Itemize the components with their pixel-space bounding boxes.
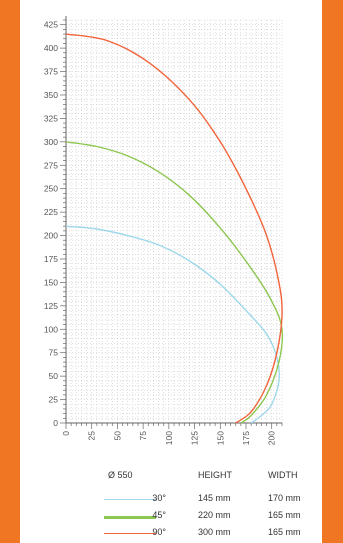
series-curve-1 <box>65 141 284 424</box>
y-tick-label: 175 <box>44 254 58 264</box>
chart-axes: 0255075100125150175200225250275300325350… <box>44 16 283 445</box>
legend-width-45: 165 mm <box>268 510 301 520</box>
series-curve-0 <box>65 225 280 424</box>
y-tick-label: 325 <box>44 113 58 123</box>
y-tick-label: 50 <box>49 371 59 381</box>
y-tick-label: 200 <box>44 231 58 241</box>
y-tick-label: 100 <box>44 324 58 334</box>
legend-header-row: Ø 550 HEIGHT WIDTH <box>104 470 319 487</box>
legend-width-30: 170 mm <box>268 493 301 503</box>
y-tick-label: 425 <box>44 20 58 30</box>
x-tick-label: 100 <box>164 431 174 445</box>
chart-series <box>65 33 284 424</box>
y-tick-label: 125 <box>44 301 58 311</box>
y-tick-label: 25 <box>49 395 59 405</box>
legend-width-90: 165 mm <box>268 527 301 537</box>
diameter-label: Ø 550 <box>108 470 133 480</box>
x-tick-label: 50 <box>112 431 122 441</box>
x-tick-label: 150 <box>215 431 225 445</box>
legend-row-30: 30° 145 mm 170 mm <box>104 491 319 508</box>
legend-row-45: 45° 220 mm 165 mm <box>104 508 319 525</box>
legend-table: Ø 550 HEIGHT WIDTH 30° 145 mm 170 mm 45°… <box>104 470 319 542</box>
y-tick-label: 300 <box>44 137 58 147</box>
width-header: WIDTH <box>268 470 298 480</box>
legend-swatch-30 <box>104 499 156 500</box>
x-tick-label: 75 <box>138 431 148 441</box>
legend-row-90: 90° 300 mm 165 mm <box>104 525 319 542</box>
y-tick-label: 375 <box>44 67 58 77</box>
x-tick-label: 125 <box>190 431 200 445</box>
y-tick-label: 0 <box>53 418 58 428</box>
legend-angle-30: 30° <box>152 493 166 503</box>
y-tick-label: 275 <box>44 160 58 170</box>
y-tick-label: 150 <box>44 277 58 287</box>
y-tick-label: 250 <box>44 184 58 194</box>
legend-swatch-90 <box>104 533 156 534</box>
x-tick-label: 175 <box>241 431 251 445</box>
trajectory-chart: 0255075100125150175200225250275300325350… <box>44 16 284 445</box>
y-tick-label: 400 <box>44 43 58 53</box>
series-curve-2 <box>65 33 283 424</box>
legend-height-45: 220 mm <box>198 510 231 520</box>
x-tick-label: 25 <box>87 431 97 441</box>
y-tick-label: 225 <box>44 207 58 217</box>
legend-swatch-45 <box>104 516 156 519</box>
legend-height-30: 145 mm <box>198 493 231 503</box>
x-tick-label: 200 <box>267 431 277 445</box>
height-header: HEIGHT <box>198 470 233 480</box>
chart-panel: 0 25 50 75 100 125 150 175 200 225 250 275 300 325 350… <box>20 0 322 543</box>
x-tick-label: 0 <box>61 431 71 436</box>
y-tick-label: 350 <box>44 90 58 100</box>
y-tick-label: 75 <box>49 348 59 358</box>
legend-height-90: 300 mm <box>198 527 231 537</box>
legend-angle-45: 45° <box>152 510 166 520</box>
legend-angle-90: 90° <box>152 527 166 537</box>
